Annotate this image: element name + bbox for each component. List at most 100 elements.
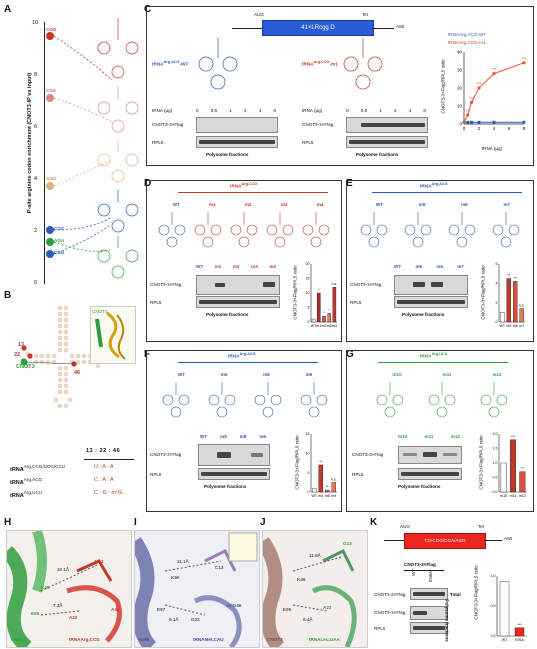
f-lane-m8: m8 bbox=[239, 434, 247, 439]
c-m1-doses: 0 0.5 1 2 4 8 bbox=[346, 108, 426, 113]
codon-cga: CGA bbox=[46, 88, 57, 93]
d-bar-2 bbox=[322, 316, 326, 323]
k-total-band bbox=[413, 592, 445, 596]
c-xtick-0: 0 bbox=[463, 126, 466, 131]
a-ytick-6: 6 bbox=[34, 124, 38, 130]
g-star-1: ** bbox=[521, 467, 524, 471]
k-star-0: *** bbox=[517, 623, 522, 627]
d-lane-m4: m4 bbox=[269, 264, 276, 269]
i-g22: G22 bbox=[191, 617, 200, 622]
c-m1-dose-2: 2 bbox=[393, 108, 397, 113]
j-trna: tRNALeu,UAA bbox=[309, 637, 340, 642]
c-m1-blot-bottom bbox=[346, 136, 428, 148]
c-series-0-point-3 bbox=[477, 120, 481, 124]
c-m1-label: tRNAArg,CCG-m1 bbox=[302, 60, 338, 67]
panel-letter-g: G bbox=[346, 349, 354, 360]
f-lane-wt: WT bbox=[200, 434, 208, 439]
c-wt-blot-top bbox=[196, 117, 278, 133]
c-wt-blot-bottom bbox=[196, 136, 278, 148]
e-star-2: n.s. bbox=[519, 303, 525, 307]
e-mut-m6: m6 bbox=[461, 202, 468, 207]
i-dist-2: 9.1Å bbox=[169, 617, 179, 622]
c-ytick-3: 30 bbox=[457, 68, 463, 73]
d-lane-m2: m2 bbox=[232, 264, 240, 269]
e-blot-top-label: CNOT3-3×Flag bbox=[350, 282, 382, 287]
codon-cgu: CGU bbox=[54, 250, 65, 255]
f-cloverleafs bbox=[162, 382, 328, 418]
f-bar-1 bbox=[318, 464, 323, 493]
g-cloverleafs bbox=[376, 382, 508, 418]
d-title-rule bbox=[178, 192, 328, 193]
d-ytick-1: 5 bbox=[308, 306, 310, 310]
g-rpl5-band bbox=[401, 472, 459, 476]
g-mut-labels: m10 m11 m12 bbox=[372, 372, 522, 377]
c-m1-label-text: tRNA bbox=[302, 61, 314, 67]
panel-letter-e: E bbox=[346, 178, 353, 189]
k-utr5 bbox=[384, 540, 404, 541]
d-xtick-1: m1 bbox=[316, 324, 321, 328]
e-title-rule bbox=[372, 192, 522, 193]
k-bar-0 bbox=[499, 581, 510, 637]
f-bar-2 bbox=[325, 489, 330, 493]
g-title-sup: Arg,UCU bbox=[431, 352, 448, 356]
c-series-0-point-2 bbox=[470, 120, 473, 124]
c-star-0: ** bbox=[466, 108, 470, 113]
k-poly-band-wt bbox=[413, 611, 427, 615]
g-blot-bottom-label: RPL5 bbox=[352, 472, 364, 477]
f-ytick-3: 15 bbox=[306, 432, 310, 436]
f-title-rule bbox=[178, 362, 318, 363]
c-m1-rpl5-band bbox=[349, 140, 425, 144]
f-mut-m5: m5 bbox=[220, 372, 228, 377]
panel-letter-j: J bbox=[260, 517, 266, 528]
j-cnot3: CNOT3 bbox=[267, 637, 283, 642]
e-ylabel: CNOT3-3×Flag/RPL5 ratio bbox=[480, 265, 486, 320]
k-group-label: CNOT3-3×Flag bbox=[404, 562, 436, 567]
d-mut-m2: m2 bbox=[244, 202, 252, 207]
e-xtick-1: m5 bbox=[506, 324, 511, 328]
d-lane-labels: WT m1 m2 m3 m4 bbox=[196, 264, 276, 269]
e-lane-wt: WT bbox=[394, 264, 402, 269]
c-m1-cnot3-band bbox=[361, 123, 425, 127]
c-star-3: *** bbox=[492, 67, 497, 72]
f-star-1: ** bbox=[326, 485, 329, 489]
b-row-3-val: C : G : m¹G bbox=[94, 490, 123, 496]
e-lane-m6: m6 bbox=[436, 264, 444, 269]
e-xtick-2: m6 bbox=[513, 324, 518, 328]
e-ytick-1: 2 bbox=[496, 301, 498, 305]
k-bar-chart: WT E95A 0.0 0.5 1.0 *** bbox=[491, 574, 527, 642]
codon-aga: AGA bbox=[54, 238, 65, 243]
c-legend-m1: tRNAArg,CCG-m1 bbox=[448, 40, 486, 45]
g-mut-m12: m12 bbox=[492, 372, 502, 377]
h-u13: U13 bbox=[95, 559, 104, 564]
d-xtick-3: m3 bbox=[327, 324, 332, 328]
d-ytick-0: 0 bbox=[308, 320, 310, 324]
c-series-0-point-1 bbox=[466, 120, 470, 124]
g-ytick-2: 1.0 bbox=[493, 461, 498, 465]
e-cloverleafs bbox=[360, 212, 520, 248]
e-blot-top bbox=[394, 275, 468, 295]
k-polya: A50 bbox=[504, 536, 513, 541]
g-blot-bottom bbox=[398, 468, 462, 480]
g-mut-m10: m10 bbox=[392, 372, 402, 377]
k-fractions: Polysome fractions bbox=[444, 599, 450, 642]
c-m1-dose-8: 8 bbox=[423, 108, 426, 113]
c-wt-label-sup: Arg,ACG bbox=[163, 60, 180, 64]
g-mut-m11: m11 bbox=[442, 372, 452, 377]
b-inset-label: CNOT3 bbox=[92, 309, 108, 314]
k-xtick-1: E95A bbox=[515, 638, 524, 642]
d-lane-wt: WT bbox=[196, 264, 204, 269]
panel-letter-b: B bbox=[4, 290, 12, 301]
h-cnot3: CNOT3 bbox=[11, 637, 27, 642]
panel-g-frame bbox=[346, 350, 534, 512]
b-row-2-sup: Arg,ACG bbox=[23, 477, 43, 482]
f-ytick-2: 10 bbox=[306, 452, 310, 456]
c-wt-dose-2: 2 bbox=[243, 108, 247, 113]
c-wt-doses: 0 0.5 1 2 4 8 bbox=[196, 108, 276, 113]
g-bar-1 bbox=[510, 439, 517, 493]
a-ytick-2: 2 bbox=[34, 228, 38, 234]
g-blot-top-label: CNOT3-3×Flag bbox=[352, 452, 384, 457]
k-utr3 bbox=[484, 540, 502, 541]
e-lane-labels: WT m5 m6 m7 bbox=[394, 264, 464, 269]
